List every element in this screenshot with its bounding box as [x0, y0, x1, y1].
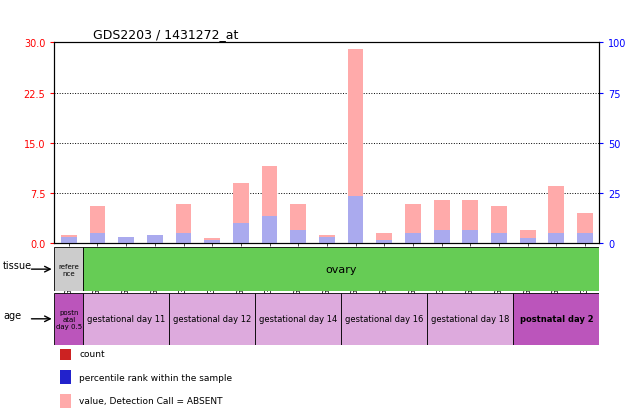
Bar — [54, 293, 83, 345]
Bar — [549, 234, 564, 244]
Text: ovary: ovary — [326, 264, 357, 275]
Bar — [90, 234, 105, 244]
Bar — [61, 237, 77, 244]
Bar — [233, 183, 249, 244]
Bar — [233, 224, 249, 244]
Bar — [434, 230, 449, 244]
Bar — [549, 187, 564, 244]
Text: value, Detection Call = ABSENT: value, Detection Call = ABSENT — [79, 396, 222, 405]
Bar — [290, 205, 306, 244]
Bar — [434, 200, 449, 244]
Text: count: count — [79, 349, 104, 358]
Bar — [54, 248, 83, 291]
Bar — [119, 237, 134, 244]
Bar — [347, 197, 363, 244]
Bar — [520, 230, 535, 244]
Bar — [405, 205, 421, 244]
Text: refere
nce: refere nce — [58, 263, 79, 276]
Text: gestational day 16: gestational day 16 — [345, 315, 424, 323]
Bar — [147, 235, 163, 244]
Bar — [491, 234, 507, 244]
Bar — [491, 207, 507, 244]
Text: gestational day 18: gestational day 18 — [431, 315, 510, 323]
Bar — [376, 234, 392, 244]
Text: postnatal day 2: postnatal day 2 — [519, 315, 593, 323]
Bar — [60, 394, 71, 408]
Text: gestational day 11: gestational day 11 — [87, 315, 165, 323]
Bar — [319, 235, 335, 244]
Bar — [428, 293, 513, 345]
Text: gestational day 12: gestational day 12 — [173, 315, 251, 323]
Bar — [176, 205, 192, 244]
Text: gestational day 14: gestational day 14 — [259, 315, 337, 323]
Text: postn
atal
day 0.5: postn atal day 0.5 — [56, 309, 82, 329]
Bar — [169, 293, 255, 345]
Bar — [262, 167, 278, 244]
Bar — [176, 234, 192, 244]
Text: tissue: tissue — [3, 260, 32, 271]
Bar — [90, 207, 105, 244]
Bar — [83, 293, 169, 345]
Bar — [255, 293, 341, 345]
Text: percentile rank within the sample: percentile rank within the sample — [79, 373, 232, 382]
Bar — [577, 234, 593, 244]
Bar — [204, 240, 220, 244]
Bar — [319, 237, 335, 244]
Bar — [577, 214, 593, 244]
Bar — [520, 238, 535, 244]
Bar — [347, 50, 363, 244]
Text: GDS2203 / 1431272_at: GDS2203 / 1431272_at — [93, 28, 238, 41]
Bar — [462, 200, 478, 244]
Bar — [262, 217, 278, 244]
Bar — [376, 240, 392, 244]
Bar — [290, 230, 306, 244]
Bar — [513, 293, 599, 345]
Bar — [405, 234, 421, 244]
Bar — [462, 230, 478, 244]
Bar — [204, 238, 220, 244]
Bar — [119, 237, 134, 244]
Bar — [60, 347, 71, 361]
Bar — [61, 235, 77, 244]
Text: age: age — [3, 310, 21, 320]
Bar — [60, 370, 71, 384]
Bar — [147, 235, 163, 244]
Bar — [341, 293, 428, 345]
